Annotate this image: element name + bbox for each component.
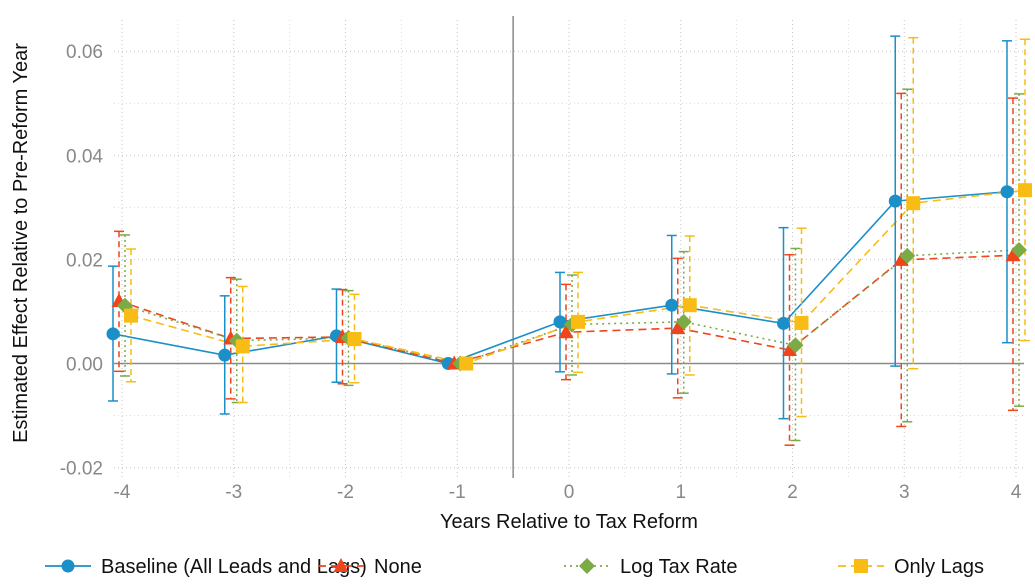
legend: Baseline (All Leads and Lags) None Log Tax…: [45, 556, 984, 578]
data-point-baseline-all-leads-and-lags: [777, 316, 790, 330]
x-tick-label: 4: [1011, 482, 1022, 503]
legend-label-log-tax-rate: Log Tax Rate: [620, 556, 738, 578]
legend-label-only-lags: Only Lags: [894, 556, 984, 578]
y-tick-label: 0.06: [66, 42, 103, 63]
reference-lines: [114, 16, 1024, 478]
data-point-log-tax-rate: [675, 313, 692, 330]
legend-marker-none: [333, 558, 349, 572]
legend-marker-baseline-all-leads-and-lags: [61, 559, 75, 573]
data-point-only-lags: [682, 298, 697, 313]
data-point-none: [782, 341, 797, 356]
data-point-baseline-all-leads-and-lags: [106, 327, 120, 341]
data-point-baseline-all-leads-and-lags: [888, 194, 902, 208]
data-point-only-lags: [571, 314, 585, 329]
data-point-none: [558, 324, 574, 339]
x-tick-label: -3: [225, 482, 242, 503]
data-point-only-lags: [347, 332, 362, 347]
data-point-only-lags: [794, 315, 809, 330]
data-point-only-lags: [124, 308, 138, 323]
x-tick-label: 2: [787, 482, 798, 503]
y-axis-title: Estimated Effect Relative to Pre-Reform …: [10, 43, 32, 443]
data-point-log-tax-rate: [787, 337, 804, 354]
data-point-log-tax-rate: [899, 247, 916, 264]
y-tick-label: 0.04: [66, 146, 103, 167]
data-point-only-lags: [1018, 183, 1032, 198]
x-tick-label: 1: [675, 482, 686, 503]
x-axis-title: Years Relative to Tax Reform: [440, 511, 698, 533]
data-point-baseline-all-leads-and-lags: [218, 348, 232, 362]
data-point-none: [893, 251, 909, 266]
legend-marker-only-lags: [854, 559, 868, 573]
x-tick-label: -2: [337, 482, 354, 503]
x-tick-label: 0: [564, 482, 575, 503]
data-point-log-tax-rate: [1011, 242, 1027, 259]
legend-label-baseline-all-leads-and-lags: Baseline (All Leads and Lags): [101, 556, 367, 578]
data-point-only-lags: [459, 356, 474, 371]
data-point-none: [1005, 247, 1021, 262]
data-point-only-lags: [906, 196, 921, 211]
x-tick-label: -4: [114, 482, 131, 503]
data-point-baseline-all-leads-and-lags: [665, 298, 679, 312]
data-point-baseline-all-leads-and-lags: [1000, 185, 1014, 199]
grid: [114, 20, 1024, 478]
x-tick-label: -1: [449, 482, 466, 503]
legend-marker-log-tax-rate: [579, 558, 595, 574]
y-tick-label: -0.02: [60, 459, 103, 480]
data-point-none: [670, 320, 686, 335]
tick-labels: -4 -3 -2 -1 0 1 2 3 4 -0.02 0.00 0.02 0.04 0.06: [60, 42, 1022, 503]
data-point-only-lags: [235, 339, 250, 354]
legend-label-none: None: [374, 556, 422, 578]
y-tick-label: 0.00: [66, 355, 103, 376]
data-point-baseline-all-leads-and-lags: [553, 315, 567, 329]
x-tick-label: 3: [899, 482, 910, 503]
y-tick-label: 0.02: [66, 250, 103, 271]
series-markers: [106, 183, 1032, 372]
